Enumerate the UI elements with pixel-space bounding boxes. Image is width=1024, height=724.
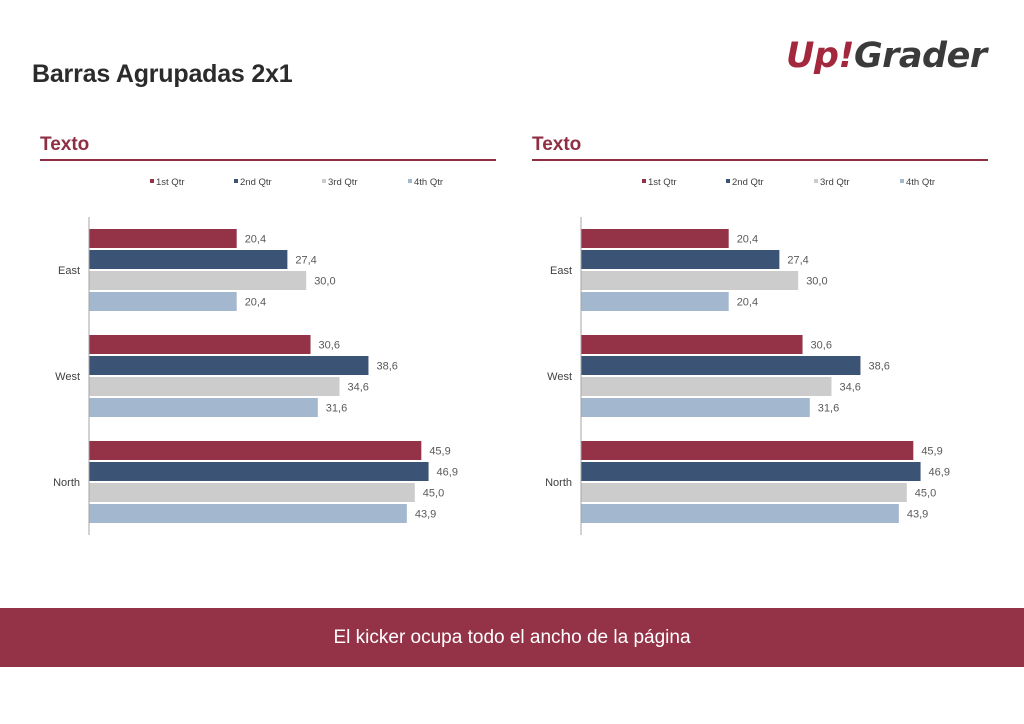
bar xyxy=(89,441,422,460)
title-rule xyxy=(532,159,988,161)
data-label: 34,6 xyxy=(840,382,861,394)
data-label: 45,9 xyxy=(429,446,450,458)
data-label: 34,6 xyxy=(348,382,369,394)
chart-title: Texto xyxy=(40,134,90,155)
page-title: Barras Agrupadas 2x1 xyxy=(32,60,293,88)
data-label: 31,6 xyxy=(818,403,839,415)
legend-swatch xyxy=(408,179,412,183)
category-label: West xyxy=(55,371,80,383)
chart-panel-right: Texto 1st Qtr 2nd Qtr 3rd Qtr 4th Qtr 20,4 27… xyxy=(532,132,988,542)
data-label: 20,4 xyxy=(737,234,758,246)
bar xyxy=(581,441,914,460)
data-label: 27,4 xyxy=(787,255,808,267)
legend-swatch xyxy=(726,179,730,183)
data-label: 30,6 xyxy=(319,340,340,352)
legend-label: 1st Qtr xyxy=(648,177,677,188)
bar xyxy=(581,377,832,396)
data-label: 27,4 xyxy=(295,255,316,267)
data-label: 43,9 xyxy=(415,509,436,521)
legend-swatch xyxy=(642,179,646,183)
legend-label: 1st Qtr xyxy=(156,177,185,188)
category-label: North xyxy=(545,477,572,489)
legend-label: 2nd Qtr xyxy=(732,177,764,188)
bar xyxy=(581,335,803,354)
legend-label: 4th Qtr xyxy=(414,177,443,188)
legend-label: 3rd Qtr xyxy=(820,177,850,188)
legend-swatch xyxy=(900,179,904,183)
category-label: East xyxy=(58,265,80,277)
data-label: 38,6 xyxy=(376,361,397,373)
bar xyxy=(581,462,921,481)
bar xyxy=(581,250,780,269)
bar xyxy=(89,398,318,417)
data-label: 43,9 xyxy=(907,509,928,521)
bar xyxy=(89,356,369,375)
data-label: 20,4 xyxy=(245,297,266,309)
legend-swatch xyxy=(234,179,238,183)
category-label: North xyxy=(53,477,80,489)
bar xyxy=(581,356,861,375)
bar xyxy=(581,483,907,502)
data-label: 45,9 xyxy=(921,446,942,458)
bar xyxy=(89,335,311,354)
kicker-banner: El kicker ocupa todo el ancho de la pági… xyxy=(0,608,1024,667)
chart-panel-left: Texto 1st Qtr 2nd Qtr 3rd Qtr 4th Qtr 20,4 27… xyxy=(40,132,496,542)
bar xyxy=(581,229,729,248)
bar xyxy=(89,504,407,523)
bar xyxy=(89,483,415,502)
bar xyxy=(89,229,237,248)
category-label: West xyxy=(547,371,572,383)
data-label: 46,9 xyxy=(437,467,458,479)
title-rule xyxy=(40,159,496,161)
bar xyxy=(89,250,288,269)
data-label: 46,9 xyxy=(929,467,950,479)
data-label: 45,0 xyxy=(423,488,444,500)
legend-label: 2nd Qtr xyxy=(240,177,272,188)
bar-chart: 1st Qtr 2nd Qtr 3rd Qtr 4th Qtr 20,4 27,4 30,0… xyxy=(545,177,950,535)
data-label: 30,0 xyxy=(806,276,827,288)
bar xyxy=(89,377,340,396)
kicker-text: El kicker ocupa todo el ancho de la pági… xyxy=(333,626,691,648)
data-label: 30,6 xyxy=(811,340,832,352)
data-label: 20,4 xyxy=(245,234,266,246)
brand-logo: Up!Grader xyxy=(786,36,987,76)
bar xyxy=(581,271,799,290)
bar-chart: 1st Qtr 2nd Qtr 3rd Qtr 4th Qtr 20,4 27,4 30,0… xyxy=(53,177,458,535)
data-label: 30,0 xyxy=(314,276,335,288)
logo-part-grader: Grader xyxy=(853,36,987,76)
bar xyxy=(89,271,307,290)
data-label: 20,4 xyxy=(737,297,758,309)
bar xyxy=(581,292,729,311)
category-label: East xyxy=(550,265,572,277)
legend-label: 4th Qtr xyxy=(906,177,935,188)
chart-title: Texto xyxy=(532,134,582,155)
data-label: 45,0 xyxy=(915,488,936,500)
legend-swatch xyxy=(814,179,818,183)
bar xyxy=(581,504,899,523)
legend-swatch xyxy=(150,179,154,183)
legend-swatch xyxy=(322,179,326,183)
data-label: 31,6 xyxy=(326,403,347,415)
logo-part-up: Up! xyxy=(786,36,854,76)
bar xyxy=(89,292,237,311)
legend-label: 3rd Qtr xyxy=(328,177,358,188)
bar xyxy=(581,398,810,417)
bar xyxy=(89,462,429,481)
data-label: 38,6 xyxy=(868,361,889,373)
